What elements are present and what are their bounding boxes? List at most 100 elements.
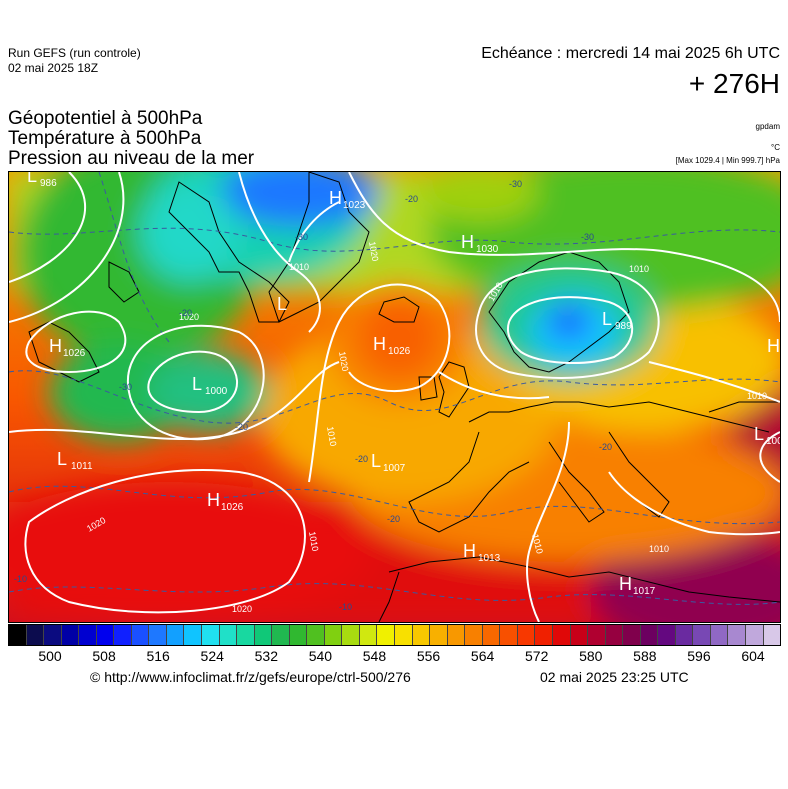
color-scale-swatch [96, 625, 115, 645]
color-scale-swatch [44, 625, 62, 645]
source-credit: © http://www.infoclimat.fr/z/gefs/europe… [90, 669, 411, 685]
color-scale-swatch [500, 625, 518, 645]
svg-text:1011: 1011 [71, 461, 93, 472]
temperature-label: -20 [405, 194, 418, 204]
color-scale-tick: 556 [416, 648, 441, 664]
color-scale-swatch [605, 625, 624, 645]
pressure-center-low-1007: L 1007 [371, 451, 406, 474]
param-pressure: Pression au niveau de la mer [8, 148, 255, 169]
color-scale-swatch [289, 625, 308, 645]
svg-text:H: H [373, 334, 386, 354]
color-scale-tick: 596 [687, 648, 711, 664]
svg-text:H: H [329, 188, 342, 208]
color-scale-swatch [149, 625, 167, 645]
color-scale-swatch [482, 625, 501, 645]
isobar-label: 1010 [649, 544, 669, 554]
color-scale-swatch [552, 625, 571, 645]
color-scale-swatch [570, 625, 589, 645]
svg-text:1017: 1017 [633, 586, 656, 597]
color-scale-swatch [588, 625, 606, 645]
run-title: Run GEFS (run controle) [8, 46, 141, 60]
pressure-center-low-1000: L 1000 [192, 374, 228, 397]
pressure-center-high-1023: H 1023 [329, 188, 366, 211]
temperature-label: -20 [179, 308, 192, 318]
svg-text:L: L [57, 449, 67, 469]
svg-text:100: 100 [766, 436, 780, 447]
temperature-contours [9, 172, 780, 605]
color-scale-tick: 524 [200, 648, 224, 664]
svg-text:989: 989 [615, 321, 632, 332]
temperature-label: -30 [119, 382, 132, 392]
color-scale-swatch [219, 625, 238, 645]
svg-text:1026: 1026 [63, 348, 86, 359]
unit-geopotential: gpdam [755, 122, 780, 131]
svg-text:1026: 1026 [221, 502, 244, 513]
pressure-centers: L 986 H 1023 H 1030 H 1026 L 1000 H 1026 L 989 … [27, 172, 780, 597]
color-scale-swatch [763, 625, 781, 645]
temperature-label: -20 [599, 442, 612, 452]
color-scale-swatch [342, 625, 360, 645]
color-scale-swatch [166, 625, 185, 645]
temperature-labels: -30 -20 -30 -20 -30 -20 -20 -20 -10 -10 … [14, 179, 612, 612]
isobar-label: 1020 [179, 312, 199, 322]
color-scale-swatch [693, 625, 711, 645]
isobar-label: 1010 [325, 426, 338, 447]
temperature-label: -20 [235, 422, 248, 432]
color-scale-tick: 604 [741, 648, 765, 664]
color-scale-tick: 516 [146, 648, 170, 664]
color-scale-swatch [658, 625, 676, 645]
isobar-label: 1010 [289, 262, 309, 272]
svg-text:1026: 1026 [388, 346, 411, 357]
color-scale-swatch [640, 625, 659, 645]
color-scale-swatch [359, 625, 378, 645]
isobar-label: 1010 [747, 391, 767, 401]
color-scale-swatch [272, 625, 290, 645]
color-scale-swatch [377, 625, 396, 645]
svg-text:L: L [371, 451, 381, 471]
pressure-center-high-1026-iceland: H 1026 [373, 334, 411, 357]
color-scale-swatch [184, 625, 203, 645]
forecast-valid-time: Echéance : mercredi 14 mai 2025 6h UTC [481, 45, 780, 62]
color-scale-swatch [430, 625, 448, 645]
temperature-label: -20 [355, 454, 368, 464]
temperature-label: -30 [295, 232, 308, 242]
pressure-center-high-1030: H 1030 [461, 232, 499, 255]
color-scale-swatch [710, 625, 729, 645]
color-scale-swatch [412, 625, 431, 645]
color-scale-swatch [254, 625, 273, 645]
svg-text:1013: 1013 [478, 553, 501, 564]
color-scale-swatch [307, 625, 325, 645]
color-scale-swatch [535, 625, 553, 645]
color-scale-swatch [675, 625, 694, 645]
svg-text:H: H [49, 336, 62, 356]
temperature-label: -20 [387, 514, 400, 524]
color-scale-swatch [79, 625, 97, 645]
color-scale-swatch [623, 625, 641, 645]
color-scale-swatch [114, 625, 132, 645]
color-scale-tick: 540 [308, 648, 333, 664]
geopotential-shading [9, 172, 780, 622]
svg-text:H: H [463, 541, 476, 561]
svg-text:L: L [277, 294, 287, 314]
svg-text:L: L [754, 424, 764, 444]
coastlines [28, 172, 780, 622]
isobar-label: 1020 [337, 351, 350, 372]
pressure-center-high-1026-west: H 1026 [49, 336, 86, 359]
param-geopotential: Géopotentiel à 500hPa [8, 108, 203, 129]
color-scale-tick: 564 [470, 648, 495, 664]
svg-text:1000: 1000 [205, 386, 228, 397]
color-scale-ticks: 500 508 516 524 532 540 548 556 564 572 580 588 596 6… [8, 648, 781, 666]
color-scale-tick: 572 [525, 648, 549, 664]
color-scale-swatch [61, 625, 80, 645]
color-scale-swatch [447, 625, 466, 645]
isobar-label: 1010 [629, 264, 649, 274]
param-temperature: Température à 500hPa [8, 128, 202, 149]
svg-text:L: L [27, 172, 37, 186]
color-scale-swatch [237, 625, 255, 645]
color-scale-swatch [131, 625, 150, 645]
pressure-center-high-1017: H 1017 [619, 574, 656, 597]
svg-text:H: H [207, 490, 220, 510]
pressure-center-low-989: L 989 [602, 309, 632, 332]
svg-text:1030: 1030 [476, 244, 499, 255]
